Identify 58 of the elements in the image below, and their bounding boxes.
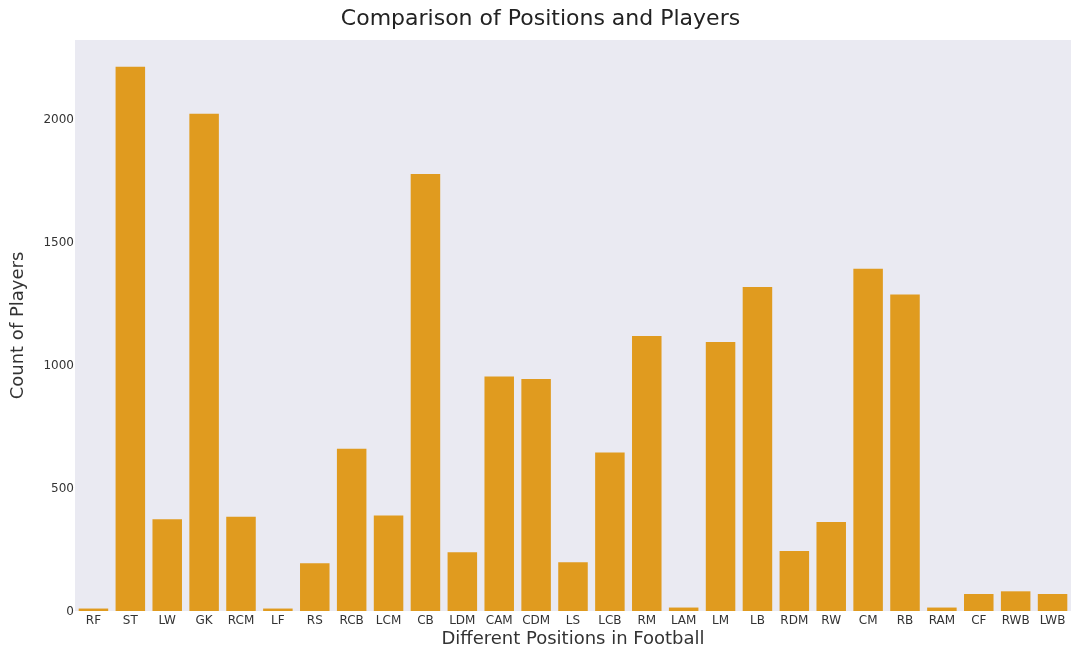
bar — [300, 563, 330, 611]
x-tick-label: CM — [858, 613, 878, 627]
x-tick-label: LCM — [375, 613, 402, 627]
bar — [152, 519, 182, 611]
x-tick-label: LAM — [670, 613, 697, 627]
bar — [410, 173, 441, 611]
bar — [336, 448, 367, 611]
bar — [189, 113, 219, 611]
x-tick-label: ST — [122, 613, 139, 627]
bar — [705, 341, 736, 611]
x-tick-label: LW — [158, 613, 177, 627]
bar — [1000, 591, 1031, 611]
bar — [373, 515, 404, 611]
x-tick-label: RF — [85, 613, 102, 627]
x-tick-label: CB — [417, 613, 434, 627]
bar — [1037, 594, 1068, 611]
x-tick-label: LM — [712, 613, 730, 627]
chart-title: Comparison of Positions and Players — [340, 5, 741, 31]
x-tick-label: GK — [195, 613, 214, 627]
bar — [484, 376, 514, 611]
x-tick-label: CDM — [522, 613, 551, 627]
x-tick-label: LWB — [1039, 613, 1066, 627]
x-tick-label: RCB — [339, 613, 364, 627]
x-tick-label: RCM — [227, 613, 255, 627]
bar — [890, 294, 920, 611]
x-tick-label: RW — [821, 613, 842, 627]
bar — [558, 562, 588, 611]
y-axis-title: Count of Players — [5, 251, 27, 400]
bar — [853, 268, 883, 611]
x-tick-label: CF — [971, 613, 987, 627]
y-tick-label: 1000 — [43, 358, 74, 373]
x-tick-label: LDM — [449, 613, 476, 627]
x-tick-label: LCB — [598, 613, 622, 627]
x-tick-label: LS — [565, 613, 581, 627]
bar — [595, 452, 625, 611]
x-tick-label: RDM — [780, 613, 809, 627]
y-tick-label: 1500 — [43, 235, 74, 250]
x-tick-label: RB — [896, 613, 914, 627]
y-tick-label: 500 — [51, 481, 74, 496]
bar — [226, 516, 256, 611]
x-tick-label: RAM — [928, 613, 956, 627]
y-tick-label: 2000 — [43, 111, 74, 126]
x-tick-label: LF — [271, 613, 285, 627]
bar — [447, 552, 478, 611]
bar — [964, 594, 994, 611]
x-tick-label: LB — [749, 613, 765, 627]
bar — [742, 287, 773, 611]
bar — [115, 66, 146, 611]
x-axis-title: Different Positions in Football — [441, 627, 705, 648]
y-tick-label: 0 — [66, 604, 74, 619]
x-tick-label: CAM — [485, 613, 513, 627]
bar — [779, 550, 810, 611]
bar — [521, 378, 551, 611]
x-tick-label: RM — [637, 613, 657, 627]
x-tick-label: RS — [306, 613, 323, 627]
bar — [816, 521, 846, 611]
x-tick-label: RWB — [1001, 613, 1030, 627]
bar — [632, 336, 662, 611]
